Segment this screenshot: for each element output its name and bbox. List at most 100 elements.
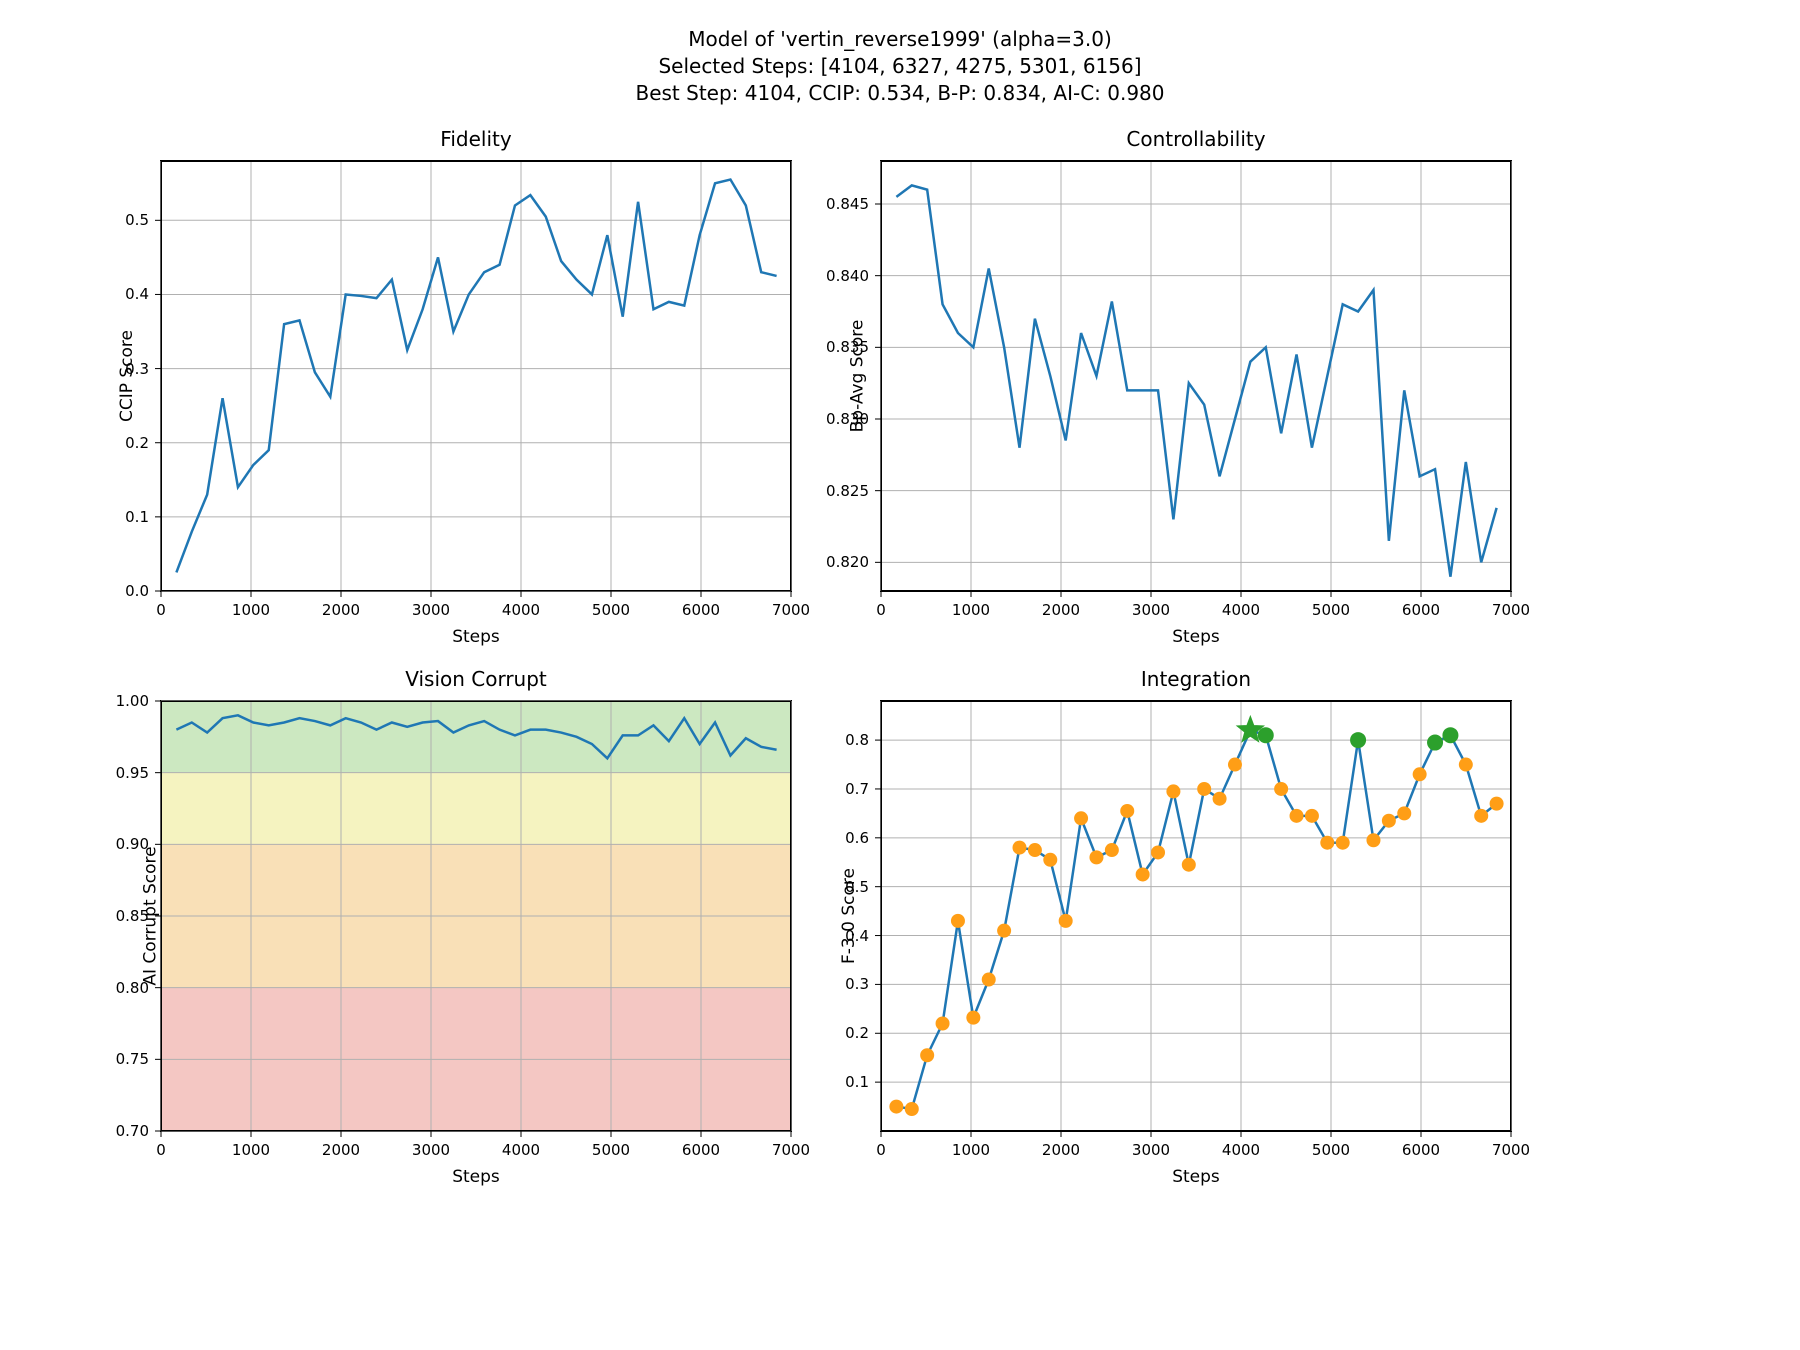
y-tick-label: 0.830 <box>826 410 869 428</box>
step-marker <box>1228 758 1242 772</box>
x-axis-label: Steps <box>161 1167 791 1187</box>
step-marker <box>1290 809 1304 823</box>
step-marker <box>1366 833 1380 847</box>
x-tick-label: 0 <box>156 601 166 619</box>
y-tick-label: 0.4 <box>845 927 869 945</box>
step-marker <box>1336 836 1350 850</box>
step-marker <box>1320 836 1334 850</box>
x-tick-label: 4000 <box>1222 601 1260 619</box>
step-marker <box>1182 858 1196 872</box>
x-tick-label: 3000 <box>1132 1141 1170 1159</box>
y-tick-label: 0.95 <box>116 764 149 782</box>
y-tick-label: 0.2 <box>845 1024 869 1042</box>
panel-title: Controllability <box>881 127 1511 151</box>
x-tick-label: 1000 <box>232 1141 270 1159</box>
figure-suptitle: Model of 'vertin_reverse1999' (alpha=3.0… <box>0 26 1800 107</box>
x-tick-label: 5000 <box>1312 1141 1350 1159</box>
x-tick-label: 4000 <box>502 601 540 619</box>
x-tick-label: 5000 <box>592 1141 630 1159</box>
y-tick-label: 0.85 <box>116 907 149 925</box>
x-axis-label: Steps <box>881 1167 1511 1187</box>
y-tick-label: 0.7 <box>845 780 869 798</box>
y-tick-label: 0.825 <box>826 482 869 500</box>
y-tick-label: 0.8 <box>845 731 869 749</box>
step-marker <box>1305 809 1319 823</box>
x-axis-label: Steps <box>881 627 1511 647</box>
selected-step-marker <box>1442 727 1458 743</box>
panel-title: Vision Corrupt <box>161 667 791 691</box>
step-marker <box>1382 814 1396 828</box>
panel-title: Integration <box>881 667 1511 691</box>
x-tick-label: 1000 <box>952 1141 990 1159</box>
y-tick-label: 0.1 <box>125 508 149 526</box>
y-tick-label: 0.4 <box>125 285 149 303</box>
y-tick-label: 1.00 <box>116 692 149 710</box>
step-marker <box>1459 758 1473 772</box>
step-marker <box>966 1011 980 1025</box>
x-tick-label: 2000 <box>322 1141 360 1159</box>
step-marker <box>1074 811 1088 825</box>
x-tick-label: 7000 <box>1492 1141 1530 1159</box>
step-marker <box>920 1048 934 1062</box>
step-marker <box>1213 792 1227 806</box>
step-marker <box>1028 843 1042 857</box>
x-tick-label: 6000 <box>1402 601 1440 619</box>
x-tick-label: 4000 <box>1222 1141 1260 1159</box>
y-tick-label: 0.2 <box>125 434 149 452</box>
step-marker <box>951 914 965 928</box>
x-tick-label: 0 <box>876 601 886 619</box>
x-tick-label: 1000 <box>232 601 270 619</box>
step-marker <box>889 1100 903 1114</box>
step-marker <box>1490 797 1504 811</box>
plot-svg <box>881 161 1511 591</box>
x-tick-label: 1000 <box>952 601 990 619</box>
x-tick-label: 3000 <box>1132 601 1170 619</box>
step-marker <box>1197 782 1211 796</box>
selected-step-marker <box>1427 735 1443 751</box>
step-marker <box>1136 867 1150 881</box>
y-tick-label: 0.3 <box>845 975 869 993</box>
step-marker <box>905 1102 919 1116</box>
panel-fidelity: Fidelity CCIP Score Steps 01000200030004… <box>160 160 792 592</box>
step-marker <box>1474 809 1488 823</box>
y-tick-label: 0.835 <box>826 338 869 356</box>
x-tick-label: 5000 <box>592 601 630 619</box>
y-tick-label: 0.80 <box>116 979 149 997</box>
y-tick-label: 0.3 <box>125 360 149 378</box>
x-tick-label: 0 <box>876 1141 886 1159</box>
step-marker <box>1013 841 1027 855</box>
x-tick-label: 5000 <box>1312 601 1350 619</box>
panel-controllability: Controllability Bp-Avg Score Steps 01000… <box>880 160 1512 592</box>
plot-svg <box>161 701 791 1131</box>
step-marker <box>1059 914 1073 928</box>
step-marker <box>1397 806 1411 820</box>
selected-step-marker <box>1350 732 1366 748</box>
x-tick-label: 6000 <box>682 601 720 619</box>
step-marker <box>1274 782 1288 796</box>
y-tick-label: 0.75 <box>116 1050 149 1068</box>
step-marker <box>1413 767 1427 781</box>
x-tick-label: 6000 <box>682 1141 720 1159</box>
step-marker <box>936 1017 950 1031</box>
x-tick-label: 7000 <box>772 1141 810 1159</box>
step-marker <box>982 973 996 987</box>
step-marker <box>1120 804 1134 818</box>
x-tick-label: 7000 <box>772 601 810 619</box>
step-marker <box>1089 850 1103 864</box>
plot-svg <box>161 161 791 591</box>
x-tick-label: 6000 <box>1402 1141 1440 1159</box>
selected-step-marker <box>1258 727 1274 743</box>
x-tick-label: 2000 <box>1042 601 1080 619</box>
x-tick-label: 7000 <box>1492 601 1530 619</box>
y-tick-label: 0.820 <box>826 553 869 571</box>
step-marker <box>997 924 1011 938</box>
y-tick-label: 0.6 <box>845 829 869 847</box>
figure: Model of 'vertin_reverse1999' (alpha=3.0… <box>0 0 1800 1350</box>
step-marker <box>1043 853 1057 867</box>
y-tick-label: 0.840 <box>826 267 869 285</box>
x-tick-label: 0 <box>156 1141 166 1159</box>
y-tick-label: 0.5 <box>845 878 869 896</box>
x-tick-label: 4000 <box>502 1141 540 1159</box>
y-tick-label: 0.70 <box>116 1122 149 1140</box>
x-tick-label: 2000 <box>322 601 360 619</box>
